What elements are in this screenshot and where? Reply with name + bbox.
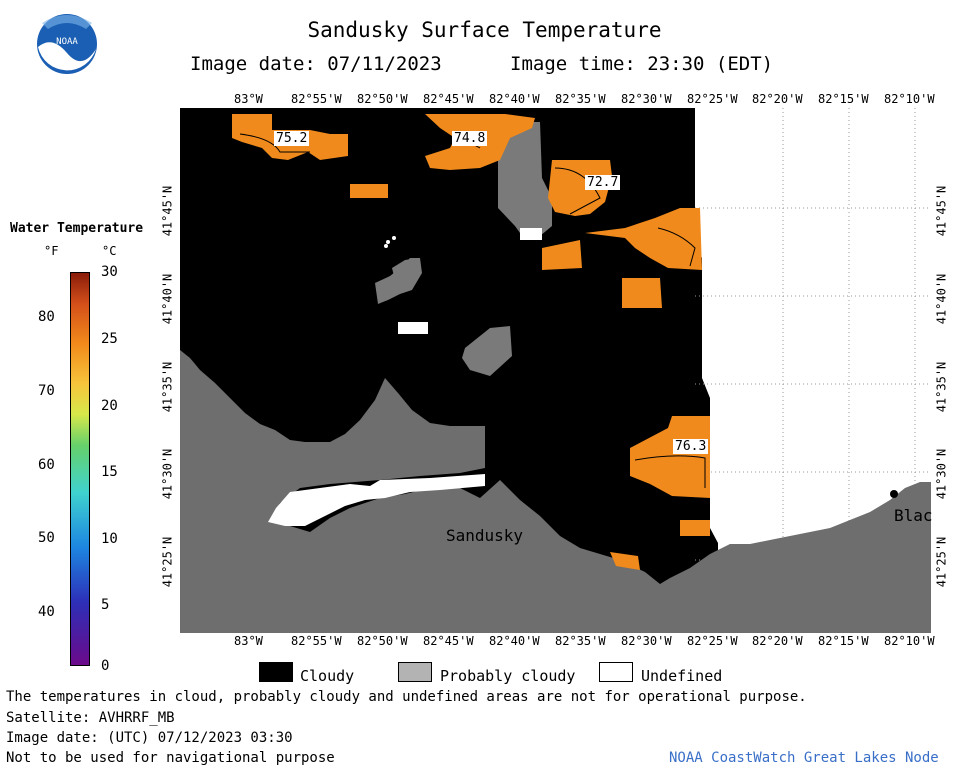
lon-label: 82°45'W	[423, 634, 474, 648]
colorbar	[70, 272, 90, 666]
probably-cloudy-patch	[498, 122, 552, 240]
lon-label: 82°20'W	[752, 634, 803, 648]
lat-label: 41°40'N	[160, 273, 175, 325]
lon-label: 82°10'W	[884, 634, 935, 648]
lon-label: 82°55'W	[291, 634, 342, 648]
map-svg	[180, 108, 931, 633]
legend-swatch-probably-cloudy	[398, 662, 432, 682]
logo-text: NOAA	[56, 37, 78, 47]
warm-water-patch	[610, 552, 640, 570]
legend-label-undefined: Undefined	[641, 667, 723, 685]
map-title: Sandusky Surface Temperature	[307, 18, 662, 42]
lon-label: 82°15'W	[818, 634, 869, 648]
lon-label: 82°50'W	[357, 92, 408, 106]
undefined-notch	[520, 228, 542, 240]
lon-label: 83°W	[234, 92, 263, 106]
land-area	[180, 350, 931, 633]
warm-water-patch	[350, 184, 388, 198]
undefined-notch	[398, 322, 428, 334]
probably-cloudy-patch	[462, 326, 512, 376]
legend-label-cloudy: Cloudy	[300, 667, 355, 685]
lon-label: 82°15'W	[818, 92, 869, 106]
lon-label: 82°25'W	[687, 634, 738, 648]
colorbar-tick-c: 30	[101, 264, 118, 280]
temperature-label: 72.7	[585, 175, 621, 190]
lon-label: 82°30'W	[621, 634, 672, 648]
place-label-sandusky: Sandusky	[446, 526, 524, 545]
lon-label: 82°30'W	[621, 92, 672, 106]
warm-water-patch	[548, 160, 612, 216]
colorbar-tick-c: 5	[101, 597, 110, 613]
lon-label: 82°50'W	[357, 634, 408, 648]
place-label-east: Blac	[894, 506, 933, 525]
lon-label: 82°25'W	[687, 92, 738, 106]
lon-label: 82°20'W	[752, 92, 803, 106]
lon-label: 82°35'W	[555, 634, 606, 648]
lat-label: 41°40'N	[934, 273, 949, 325]
lon-label: 82°40'W	[489, 92, 540, 106]
noaa-logo: NOAA	[36, 13, 98, 75]
temperature-label: 74.8	[452, 131, 488, 146]
lat-label: 41°30'N	[934, 448, 949, 500]
undefined-bay-edge	[268, 474, 485, 526]
footer-utc-date: Image date: (UTC) 07/12/2023 03:30	[6, 730, 293, 746]
legend-swatch-cloudy	[259, 662, 293, 682]
probably-cloudy-patch	[392, 258, 418, 276]
warm-water-patch	[585, 208, 702, 270]
colorbar-tick-c: 25	[101, 331, 118, 347]
footer-satellite: Satellite: AVHRRF_MB	[6, 710, 175, 726]
legend-swatch-undefined	[599, 662, 633, 682]
temperature-label: 75.2	[274, 131, 310, 146]
colorbar-unit-c: °C	[102, 244, 117, 258]
lat-label: 41°30'N	[160, 448, 175, 500]
colorbar-tick-f: 80	[38, 309, 55, 325]
colorbar-tick-c: 10	[101, 531, 118, 547]
lat-label: 41°25'N	[160, 536, 175, 588]
footer-credit: NOAA CoastWatch Great Lakes Node	[669, 750, 939, 766]
lon-label: 82°40'W	[489, 634, 540, 648]
colorbar-tick-f: 60	[38, 457, 55, 473]
lat-label: 41°35'N	[160, 361, 175, 413]
warm-water-patch	[622, 278, 662, 308]
town-marker	[890, 490, 898, 498]
colorbar-unit-f: °F	[44, 244, 59, 258]
colorbar-tick-f: 50	[38, 530, 55, 546]
colorbar-tick-c: 15	[101, 464, 118, 480]
lon-label: 82°45'W	[423, 92, 474, 106]
footer-nav: Not to be used for navigational purpose	[6, 750, 335, 766]
colorbar-tick-f: 40	[38, 604, 55, 620]
warm-water-patch	[542, 240, 582, 270]
lon-label: 82°10'W	[884, 92, 935, 106]
lat-label: 41°35'N	[934, 361, 949, 413]
temperature-label: 76.3	[673, 439, 709, 454]
island-dots	[384, 236, 396, 248]
lon-label: 82°35'W	[555, 92, 606, 106]
colorbar-title: Water Temperature	[10, 221, 144, 236]
undefined-area	[695, 108, 931, 633]
lat-label: 41°25'N	[934, 536, 949, 588]
warm-water-patch	[680, 520, 710, 536]
colorbar-tick-c: 20	[101, 398, 118, 414]
legend-label-probably-cloudy: Probably cloudy	[440, 667, 576, 685]
lat-label: 41°45'N	[934, 185, 949, 237]
footer-note: The temperatures in cloud, probably clou…	[6, 689, 807, 705]
map-panel	[180, 108, 931, 633]
colorbar-tick-c: 0	[101, 658, 110, 674]
image-time-local: Image time: 23:30 (EDT)	[510, 53, 774, 75]
image-date-local: Image date: 07/11/2023	[190, 53, 442, 75]
lon-label: 83°W	[234, 634, 263, 648]
lon-label: 82°55'W	[291, 92, 342, 106]
colorbar-tick-f: 70	[38, 383, 55, 399]
warm-water-patch	[630, 416, 710, 498]
lat-label: 41°45'N	[160, 185, 175, 237]
